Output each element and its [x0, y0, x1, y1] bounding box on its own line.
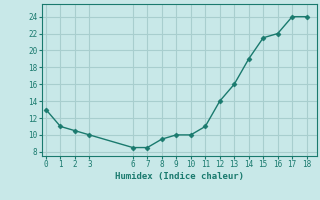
X-axis label: Humidex (Indice chaleur): Humidex (Indice chaleur): [115, 172, 244, 181]
